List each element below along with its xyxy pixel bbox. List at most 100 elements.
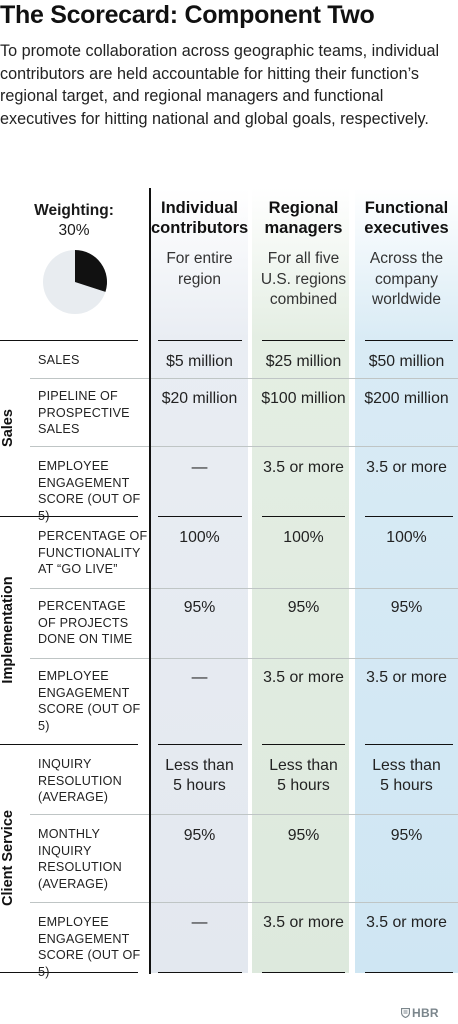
column-header-line: managers [264, 219, 343, 237]
metric-line: PIPELINE OF [38, 389, 118, 403]
metric-line: RESOLUTION [38, 773, 122, 788]
metric-line: FUNCTIONALITY [38, 545, 141, 560]
table-cell: — [191, 914, 208, 931]
column-scope-line: combined [269, 291, 338, 308]
table-bottom-rule [262, 972, 345, 974]
section-rule [262, 516, 345, 518]
table-cell: 100% [386, 529, 427, 546]
cell-line: 5 hours [277, 776, 330, 794]
table-cell: $25 million [265, 353, 342, 370]
metric-line: EMPLOYEE [38, 915, 109, 929]
metric-label: PERCENTAGE OF PROJECTS DONE ON TIME [38, 598, 150, 648]
section-rule [365, 744, 453, 746]
column-scope-line: Across the [369, 250, 444, 267]
table-cell: Less than 5 hours [252, 756, 355, 795]
cell-line: Less than [269, 757, 338, 774]
column-header-line: Functional [364, 199, 449, 217]
metric-line: SCORE (OUT OF 5) [38, 948, 141, 979]
column-scope-line: company [375, 270, 438, 288]
weighting-label: Weighting: [34, 202, 114, 219]
table-cell: Less than 5 hours [355, 756, 458, 795]
column-scope-individual: For entire region [151, 249, 248, 290]
metric-line: PERCENTAGE OF [38, 529, 148, 543]
metric-label: EMPLOYEE ENGAGEMENT SCORE (OUT OF 5) [38, 914, 150, 980]
table-cell: 100% [179, 529, 220, 546]
metric-line: (AVERAGE) [38, 790, 109, 805]
intro-text: To promote collaboration across geograph… [0, 42, 440, 128]
table-cell: $200 million [364, 390, 449, 407]
table-cell: 95% [287, 599, 320, 616]
column-scope-regional: For all five U.S. regions combined [252, 249, 355, 311]
metric-line: INQUIRY [38, 843, 92, 858]
column-header-line: Regional [268, 199, 339, 217]
table-cell: 95% [390, 599, 423, 616]
page-title: The Scorecard: Component Two [0, 1, 375, 29]
section-label-sales: Sales [0, 409, 16, 447]
section-label-implementation: Implementation [0, 576, 16, 684]
rule-header-label [0, 340, 138, 342]
metric-line: PERCENTAGE [38, 599, 126, 613]
metric-line: INQUIRY [38, 757, 92, 771]
column-scope-line: region [177, 270, 222, 288]
metric-line: SALES [38, 353, 80, 367]
column-bg-individual [151, 188, 248, 973]
column-bg-regional [252, 188, 349, 973]
pie-weight-slice [75, 250, 107, 292]
rule-header-regional [262, 340, 345, 342]
table-cell: 95% [183, 827, 216, 844]
section-label-client-service: Client Service [0, 810, 16, 906]
column-header-line: Individual [160, 199, 238, 217]
cell-line: 5 hours [173, 776, 226, 794]
metric-label: EMPLOYEE ENGAGEMENT SCORE (OUT OF 5) [38, 668, 150, 734]
metric-line: EMPLOYEE [38, 459, 109, 473]
metric-line: (AVERAGE) [38, 876, 109, 891]
section-rule [158, 744, 242, 746]
section-rule [262, 744, 345, 746]
section-rule [0, 744, 138, 746]
table-bottom-rule [0, 972, 138, 974]
table-cell: 3.5 or more [263, 914, 344, 931]
cell-line: Less than [372, 757, 441, 774]
section-rule [0, 516, 138, 518]
table-cell: 3.5 or more [366, 914, 447, 931]
table-cell: $50 million [368, 353, 445, 370]
column-scope-line: worldwide [372, 291, 441, 308]
metric-line: OF PROJECTS [38, 615, 129, 630]
cell-line: Less than [165, 757, 234, 774]
metric-line: ENGAGEMENT [38, 931, 130, 946]
row-divider [30, 446, 458, 447]
section-rule [365, 516, 453, 518]
column-scope-functional: Across the company worldwide [355, 249, 458, 311]
section-rule [158, 516, 242, 518]
metric-line: SCORE (OUT OF 5) [38, 492, 141, 523]
column-scope-line: U.S. regions [260, 270, 347, 288]
row-divider [30, 378, 458, 379]
column-header-individual: Individual contributors [151, 198, 248, 238]
rule-header-individual [158, 340, 242, 342]
metric-line: RESOLUTION [38, 860, 122, 875]
metric-line: MONTHLY [38, 827, 101, 841]
table-cell: 95% [287, 827, 320, 844]
rule-header-functional [365, 340, 453, 342]
metric-line: ENGAGEMENT [38, 475, 130, 490]
metric-label: INQUIRY RESOLUTION (AVERAGE) [38, 756, 150, 806]
column-scope-line: For all five [267, 250, 340, 267]
table-cell: $20 million [161, 390, 238, 407]
hbr-shield-icon [401, 1008, 410, 1018]
table-cell: 3.5 or more [263, 459, 344, 476]
table-cell: Less than 5 hours [151, 756, 248, 795]
column-header-line: executives [364, 219, 449, 237]
column-bg-functional [355, 188, 458, 973]
table-cell: 3.5 or more [366, 459, 447, 476]
table-cell: 95% [183, 599, 216, 616]
row-divider [30, 588, 458, 589]
metric-label: PIPELINE OF PROSPECTIVE SALES [38, 388, 150, 438]
metric-label: EMPLOYEE ENGAGEMENT SCORE (OUT OF 5) [38, 458, 150, 524]
table-cell: 3.5 or more [263, 669, 344, 686]
metric-line: ENGAGEMENT [38, 685, 130, 700]
row-divider [30, 902, 458, 903]
table-cell: 100% [283, 529, 324, 546]
column-header-functional: Functional executives [355, 198, 458, 238]
metric-line: SALES [38, 422, 80, 437]
row-divider [30, 658, 458, 659]
